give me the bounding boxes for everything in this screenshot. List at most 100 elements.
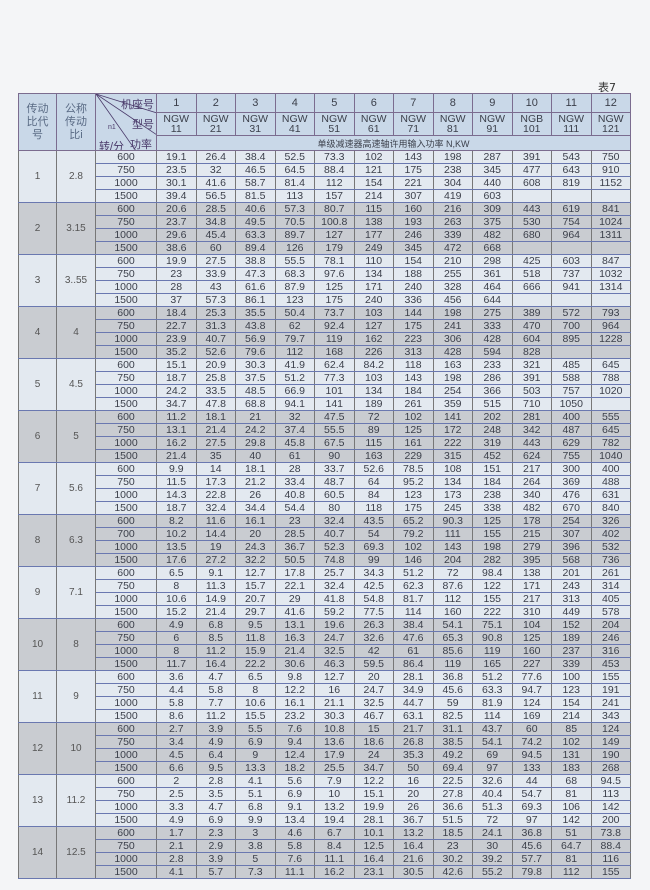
power-value-cell: 162 [353,332,394,346]
model-size: 71 [407,123,420,135]
power-value-cell: 141 [314,397,355,411]
power-value-cell: 4.7 [195,670,236,684]
power-value-cell: 30.3 [314,709,355,723]
power-value-cell: 18.1 [235,462,276,476]
power-value-cell: 20 [235,527,276,541]
power-value-cell: 90 [314,449,355,463]
power-value-cell: 81.5 [235,189,276,203]
nominal-ratio-cell: 8 [56,618,96,671]
power-value-cell: 119 [432,657,473,671]
power-value-cell: 4.9 [156,813,197,827]
power-value-cell: 87.6 [432,579,473,593]
power-value-cell: 9.4 [274,735,315,749]
power-value-cell: 175 [393,319,434,333]
power-value-cell: 28.5 [274,527,315,541]
power-value-cell: 572 [551,306,592,320]
table-row: 1000 24.2 33.5 48.5 66.9 101 134 184 254 366 503 75… [19,384,631,398]
power-value-cell: 20 [393,787,434,801]
power-value-cell: 77.6 [511,670,552,684]
power-value-cell: 1020 [590,384,631,398]
power-value-cell: 29.7 [235,605,276,619]
power-value-cell: 217 [511,462,552,476]
power-value-cell: 35.5 [235,306,276,320]
power-value-cell [511,293,552,307]
power-value-cell: 169 [511,709,552,723]
power-value-cell: 254 [551,514,592,528]
power-value-cell: 172 [432,423,473,437]
power-value-cell: 12.5 [353,839,394,853]
power-value-cell: 143 [432,540,473,554]
power-value-cell: 10.2 [156,527,197,541]
power-value-cell: 43.8 [235,319,276,333]
power-value-cell: 3.4 [156,735,197,749]
power-value-cell: 443 [511,202,552,216]
input-speed-cell: 600 [95,306,157,320]
input-speed-cell: 600 [95,826,157,840]
input-speed-cell: 1000 [95,228,157,242]
input-speed-cell: 1500 [95,501,157,515]
power-value-cell: 788 [590,371,631,385]
input-speed-cell: 750 [95,215,157,229]
power-value-cell [511,189,552,203]
power-value-cell: 477 [511,163,552,177]
power-value-cell: 79.6 [235,345,276,359]
power-value-cell: 396 [551,540,592,554]
power-value-cell: 275 [472,306,513,320]
power-value-cell: 328 [432,280,473,294]
power-value-cell: 161 [393,436,434,450]
power-value-cell: 21.4 [195,605,236,619]
table-row: 750 8 11.3 15.7 22.1 32.4 42.5 62.3 87.6 122 171 24… [19,579,631,593]
power-value-cell: 21 [235,410,276,424]
power-value-cell [590,189,631,203]
power-value-cell: 37 [156,293,197,307]
power-value-cell: 221 [393,176,434,190]
power-value-cell: 603 [551,254,592,268]
power-value-cell: 60 [511,722,552,736]
power-value-cell: 73.3 [314,150,355,164]
input-speed-cell: 600 [95,150,157,164]
power-value-cell: 15.1 [156,358,197,372]
power-value-cell: 101 [314,384,355,398]
power-value-cell: 226 [353,345,394,359]
power-value-cell: 45.6 [432,683,473,697]
power-value-cell: 63.3 [235,228,276,242]
power-value-cell: 300 [551,462,592,476]
power-value-cell: 361 [472,267,513,281]
power-value-cell: 38.4 [393,618,434,632]
power-value-cell: 41.6 [274,605,315,619]
power-value-cell: 22.7 [156,319,197,333]
power-value-cell: 189 [551,631,592,645]
model-series: NGB [520,113,544,125]
power-value-cell: 51.5 [432,813,473,827]
model-series: NGW [360,113,387,125]
power-value-cell: 171 [511,579,552,593]
power-value-cell: 4.7 [195,800,236,814]
power-value-cell: 33.5 [195,384,236,398]
power-value-cell: 6.4 [195,748,236,762]
ratio-code-cell: 3 [18,254,57,307]
power-value-cell: 603 [472,189,513,203]
power-value-cell: 298 [472,254,513,268]
input-speed-cell: 750 [95,423,157,437]
power-value-cell: 102 [353,150,394,164]
power-value-cell: 9.5 [195,761,236,775]
input-speed-cell: 1000 [95,176,157,190]
power-value-cell: 14.9 [195,592,236,606]
power-value-cell: 29.6 [156,228,197,242]
power-value-cell: 8.5 [195,631,236,645]
power-value-cell: 171 [353,280,394,294]
power-value-cell: 28 [274,462,315,476]
power-value-cell: 57.3 [195,293,236,307]
power-value-cell: 10.6 [235,696,276,710]
power-value-cell: 210 [432,254,473,268]
power-value-cell: 60.5 [314,488,355,502]
power-value-cell: 2.5 [156,787,197,801]
power-value-cell: 6.6 [156,761,197,775]
power-value-cell: 90.3 [432,514,473,528]
power-value-cell: 66.9 [274,384,315,398]
nominal-ratio-cell: 5.6 [56,462,96,515]
power-value-cell: 81.9 [472,696,513,710]
power-value-cell: 200 [590,813,631,827]
input-speed-cell: 1500 [95,709,157,723]
